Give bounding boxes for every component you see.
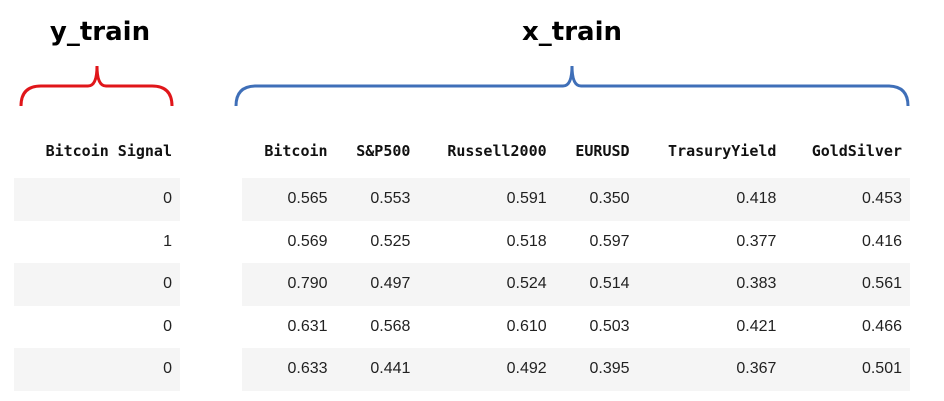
table-cell: 0 <box>14 305 180 348</box>
table-cell: 0.568 <box>335 305 419 348</box>
table-cell: 0.466 <box>784 305 910 348</box>
table-cell: 0.565 <box>242 175 336 221</box>
table-row: 0 <box>14 263 180 306</box>
table-cell: 0.569 <box>242 220 336 263</box>
x-train-label: x_train <box>522 17 622 47</box>
table-cell: 0.453 <box>784 175 910 221</box>
column-header-eurusd: EURUSD <box>554 130 638 178</box>
table-cell: 0.421 <box>637 305 785 348</box>
y-train-label: y_train <box>49 17 151 47</box>
table-row: 0.565 0.553 0.591 0.350 0.418 0.453 <box>242 175 910 221</box>
table-cell: 0.561 <box>784 263 910 306</box>
table-row: 0.569 0.525 0.518 0.597 0.377 0.416 <box>242 220 910 263</box>
table-cell: 0.597 <box>554 220 638 263</box>
x-train-brace <box>234 65 910 107</box>
table-cell: 0.514 <box>554 263 638 306</box>
column-header-bitcoin-signal: Bitcoin Signal <box>14 130 180 178</box>
y-train-brace <box>19 65 174 107</box>
table-cell: 0.525 <box>335 220 419 263</box>
x-train-table: Bitcoin S&P500 Russell2000 EURUSD Trasur… <box>242 130 910 391</box>
table-cell: 0 <box>14 348 180 391</box>
table-cell: 0 <box>14 263 180 306</box>
column-header-bitcoin: Bitcoin <box>242 130 336 178</box>
table-row: 0.631 0.568 0.610 0.503 0.421 0.466 <box>242 305 910 348</box>
table-header-row: Bitcoin Signal <box>14 130 180 178</box>
table-cell: 0.633 <box>242 348 336 391</box>
column-header-russell2000: Russell2000 <box>418 130 555 178</box>
table-cell: 0.418 <box>637 175 785 221</box>
table-cell: 0.631 <box>242 305 336 348</box>
table-cell: 0.377 <box>637 220 785 263</box>
table-cell: 0.503 <box>554 305 638 348</box>
table-cell: 0.492 <box>418 348 555 391</box>
table-cell: 0.553 <box>335 175 419 221</box>
table-cell: 0.383 <box>637 263 785 306</box>
table-row: 0 <box>14 348 180 391</box>
table-row: 0.790 0.497 0.524 0.514 0.383 0.561 <box>242 263 910 306</box>
table-cell: 0.416 <box>784 220 910 263</box>
table-row: 0.633 0.441 0.492 0.395 0.367 0.501 <box>242 348 910 391</box>
table-row: 1 <box>14 220 180 263</box>
table-cell: 0.524 <box>418 263 555 306</box>
table-cell: 0.518 <box>418 220 555 263</box>
table-cell: 0.395 <box>554 348 638 391</box>
table-cell: 0.501 <box>784 348 910 391</box>
table-row: 0 <box>14 305 180 348</box>
table-cell: 0.497 <box>335 263 419 306</box>
table-cell: 0 <box>14 175 180 221</box>
table-row: 0 <box>14 175 180 221</box>
table-cell: 0.610 <box>418 305 555 348</box>
column-header-trasuryyield: TrasuryYield <box>637 130 785 178</box>
table-cell: 1 <box>14 220 180 263</box>
table-cell: 0.350 <box>554 175 638 221</box>
table-cell: 0.367 <box>637 348 785 391</box>
table-header-row: Bitcoin S&P500 Russell2000 EURUSD Trasur… <box>242 130 910 178</box>
column-header-goldsilver: GoldSilver <box>784 130 910 178</box>
y-train-table: Bitcoin Signal 0 1 0 0 0 <box>14 130 180 391</box>
table-cell: 0.591 <box>418 175 555 221</box>
column-header-sp500: S&P500 <box>335 130 419 178</box>
table-cell: 0.441 <box>335 348 419 391</box>
table-cell: 0.790 <box>242 263 336 306</box>
